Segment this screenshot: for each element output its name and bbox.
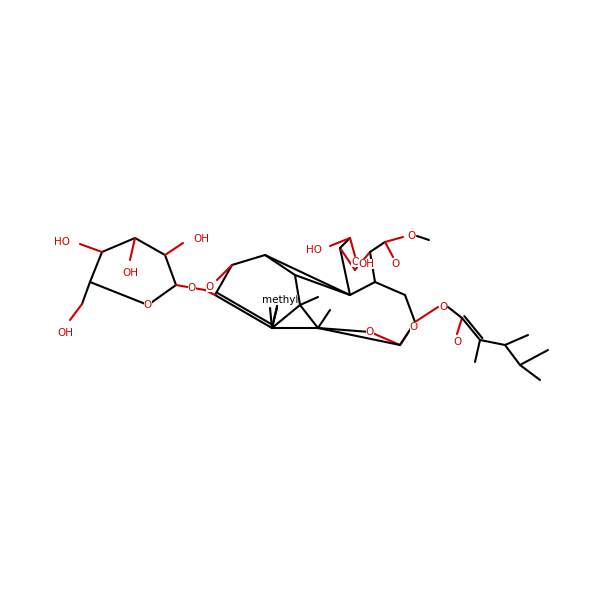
Text: methyl: methyl — [262, 295, 298, 305]
Text: HO: HO — [54, 237, 70, 247]
Text: OH: OH — [358, 259, 374, 269]
Text: O: O — [351, 257, 359, 267]
Text: O: O — [144, 300, 152, 310]
Text: O: O — [206, 282, 214, 292]
Text: O: O — [188, 283, 196, 293]
Text: OH: OH — [57, 328, 73, 338]
Text: O: O — [410, 322, 418, 332]
Text: O: O — [453, 337, 461, 347]
Text: HO: HO — [306, 245, 322, 255]
Text: O: O — [391, 259, 399, 269]
Text: O: O — [439, 302, 447, 312]
Text: OH: OH — [193, 234, 209, 244]
Text: O: O — [407, 231, 415, 241]
Text: OH: OH — [122, 268, 138, 278]
Text: O: O — [366, 327, 374, 337]
